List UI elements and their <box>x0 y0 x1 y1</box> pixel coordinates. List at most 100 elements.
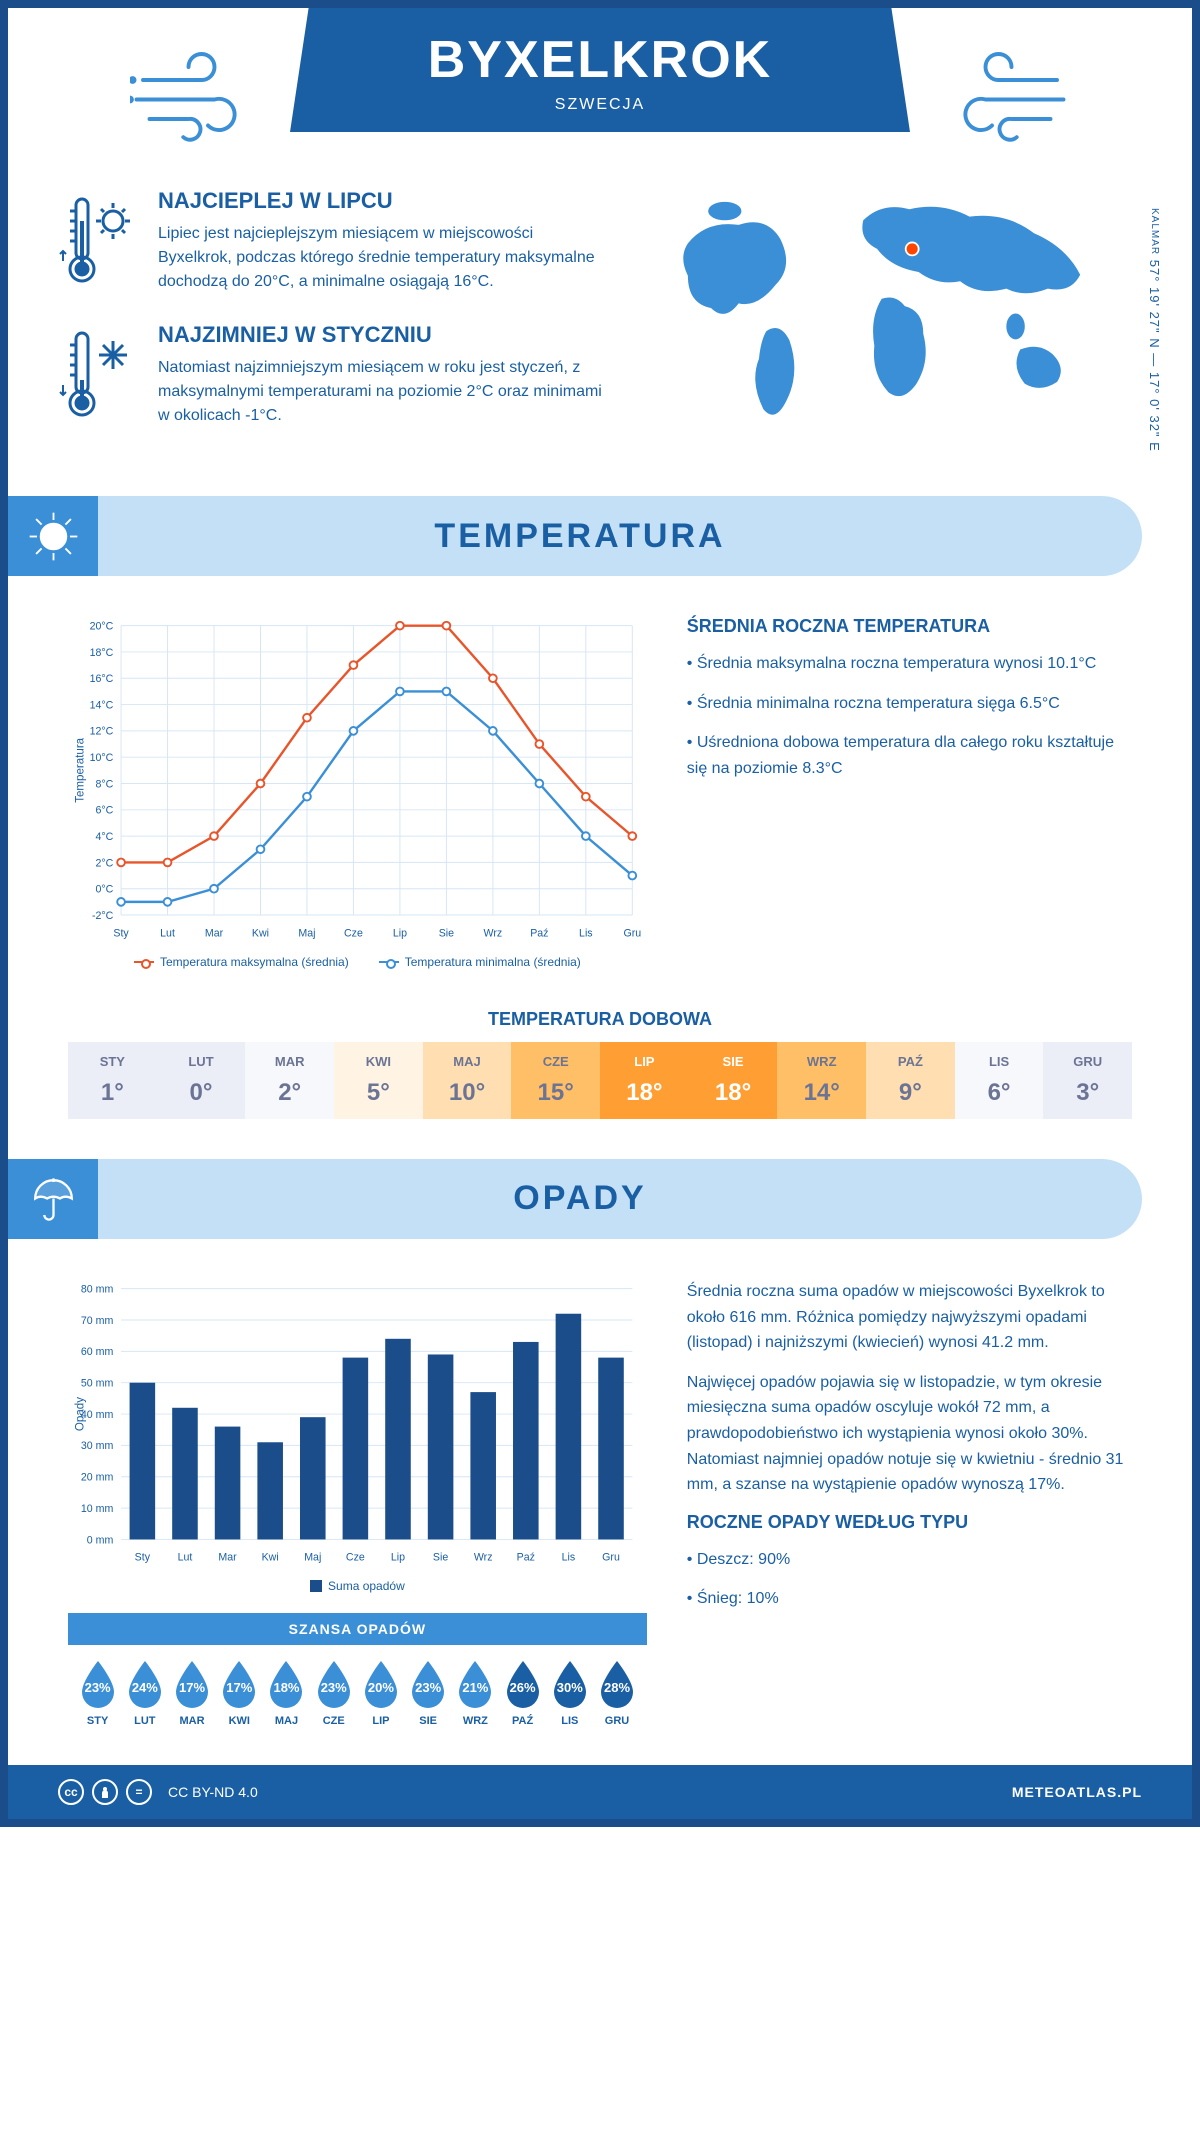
svg-text:80 mm: 80 mm <box>81 1283 114 1295</box>
world-map <box>640 188 1142 428</box>
wind-icon-left <box>130 38 260 148</box>
svg-text:Gru: Gru <box>623 927 641 939</box>
daily-month: MAJ <box>423 1054 512 1069</box>
daily-month: PAŹ <box>866 1054 955 1069</box>
cc-icon: cc <box>58 1779 84 1805</box>
daily-cell: STY1° <box>68 1042 157 1119</box>
daily-value: 5° <box>334 1079 423 1107</box>
daily-cell: PAŹ9° <box>866 1042 955 1119</box>
temperature-chart: -2°C0°C2°C4°C6°C8°C10°C12°C14°C16°C18°C2… <box>68 616 647 944</box>
precip-type-bullets: Deszcz: 90%Śnieg: 10% <box>687 1547 1132 1612</box>
svg-text:50 mm: 50 mm <box>81 1378 114 1390</box>
chance-row: 23%STY24%LUT17%MAR17%KWI18%MAJ23%CZE20%L… <box>68 1645 647 1735</box>
temperature-bullet: Średnia minimalna roczna temperatura się… <box>687 691 1132 717</box>
svg-text:Opady: Opady <box>74 1397 86 1431</box>
sun-icon <box>8 496 98 576</box>
svg-text:Sie: Sie <box>439 927 454 939</box>
legend-min: Temperatura minimalna (średnia) <box>379 955 581 969</box>
temperature-bullet: Uśredniona dobowa temperatura dla całego… <box>687 730 1132 781</box>
svg-text:14°C: 14°C <box>90 699 114 711</box>
chance-drop: 23%CZE <box>313 1659 355 1727</box>
chance-drop: 17%KWI <box>218 1659 260 1727</box>
svg-text:20 mm: 20 mm <box>81 1472 114 1484</box>
daily-cell: LUT0° <box>157 1042 246 1119</box>
svg-text:10°C: 10°C <box>90 752 114 764</box>
footer: cc = CC BY-ND 4.0 METEOATLAS.PL <box>8 1765 1192 1819</box>
temperature-legend: Temperatura maksymalna (średnia) Tempera… <box>68 955 647 969</box>
svg-text:Lis: Lis <box>579 927 593 939</box>
fact-cold-title: NAJZIMNIEJ W STYCZNIU <box>158 322 610 348</box>
svg-text:Maj: Maj <box>304 1552 321 1564</box>
thermometer-sun-icon <box>58 188 138 294</box>
location-country: SZWECJA <box>350 96 850 114</box>
location-title: BYXELKROK <box>350 30 850 90</box>
thermometer-snow-icon <box>58 322 138 428</box>
svg-text:0 mm: 0 mm <box>87 1534 114 1546</box>
daily-temp-title: TEMPERATURA DOBOWA <box>8 1009 1192 1030</box>
svg-text:Wrz: Wrz <box>484 927 503 939</box>
svg-text:Lut: Lut <box>178 1552 193 1564</box>
svg-text:Lis: Lis <box>562 1552 576 1564</box>
svg-text:Sty: Sty <box>135 1552 151 1564</box>
svg-text:4°C: 4°C <box>96 831 114 843</box>
daily-value: 2° <box>245 1079 334 1107</box>
legend-min-label: Temperatura minimalna (średnia) <box>405 955 581 969</box>
daily-month: SIE <box>689 1054 778 1069</box>
daily-value: 14° <box>777 1079 866 1107</box>
daily-cell: CZE15° <box>511 1042 600 1119</box>
svg-text:Mar: Mar <box>218 1552 237 1564</box>
precip-text-col: Średnia roczna suma opadów w miejscowośc… <box>687 1279 1132 1745</box>
title-ribbon: BYXELKROK SZWECJA <box>290 8 910 132</box>
legend-precip-label: Suma opadów <box>328 1579 405 1593</box>
svg-text:Mar: Mar <box>205 927 224 939</box>
svg-text:Paź: Paź <box>530 927 548 939</box>
svg-text:6°C: 6°C <box>96 805 114 817</box>
daily-value: 18° <box>600 1079 689 1107</box>
precip-legend: Suma opadów <box>68 1579 647 1593</box>
svg-text:2°C: 2°C <box>96 857 114 869</box>
daily-month: LIS <box>955 1054 1044 1069</box>
svg-text:20°C: 20°C <box>90 621 114 633</box>
daily-cell: LIP18° <box>600 1042 689 1119</box>
daily-cell: GRU3° <box>1043 1042 1132 1119</box>
svg-text:Lut: Lut <box>160 927 175 939</box>
daily-cell: KWI5° <box>334 1042 423 1119</box>
daily-value: 3° <box>1043 1079 1132 1107</box>
svg-text:Cze: Cze <box>346 1552 365 1564</box>
header: BYXELKROK SZWECJA <box>8 8 1192 148</box>
daily-month: CZE <box>511 1054 600 1069</box>
svg-text:60 mm: 60 mm <box>81 1346 114 1358</box>
svg-text:30 mm: 30 mm <box>81 1440 114 1452</box>
svg-text:Cze: Cze <box>344 927 363 939</box>
chance-drop: 24%LUT <box>124 1659 166 1727</box>
precip-type-bullet: Deszcz: 90% <box>687 1547 1132 1573</box>
coordinates: KALMAR 57° 19' 27" N — 17° 0' 32" E <box>1147 208 1162 452</box>
daily-month: STY <box>68 1054 157 1069</box>
daily-temp-table: STY1°LUT0°MAR2°KWI5°MAJ10°CZE15°LIP18°SI… <box>68 1042 1132 1119</box>
page: BYXELKROK SZWECJA <box>0 0 1200 1827</box>
chance-drop: 21%WRZ <box>454 1659 496 1727</box>
chance-drop: 17%MAR <box>171 1659 213 1727</box>
chance-box: SZANSA OPADÓW 23%STY24%LUT17%MAR17%KWI18… <box>68 1613 647 1735</box>
coords-value: 57° 19' 27" N — 17° 0' 32" E <box>1147 260 1162 452</box>
fact-hot: NAJCIEPLEJ W LIPCU Lipiec jest najcieple… <box>58 188 610 294</box>
daily-value: 0° <box>157 1079 246 1107</box>
temperature-header: TEMPERATURA <box>8 496 1142 576</box>
temperature-bullet: Średnia maksymalna roczna temperatura wy… <box>687 651 1132 677</box>
svg-text:Temperatura: Temperatura <box>74 737 86 802</box>
legend-precip: Suma opadów <box>310 1579 405 1593</box>
daily-cell: LIS6° <box>955 1042 1044 1119</box>
legend-max: Temperatura maksymalna (średnia) <box>134 955 349 969</box>
daily-month: WRZ <box>777 1054 866 1069</box>
svg-text:Kwi: Kwi <box>262 1552 279 1564</box>
map-column: KALMAR 57° 19' 27" N — 17° 0' 32" E <box>640 188 1142 456</box>
svg-text:Sie: Sie <box>433 1552 448 1564</box>
svg-text:0°C: 0°C <box>96 884 114 896</box>
region-label: KALMAR <box>1149 208 1160 255</box>
license-block: cc = CC BY-ND 4.0 <box>58 1779 258 1805</box>
precip-chart: 0 mm10 mm20 mm30 mm40 mm50 mm60 mm70 mm8… <box>68 1279 647 1568</box>
fact-cold-text: Natomiast najzimniejszym miesiącem w rok… <box>158 356 610 428</box>
precip-title: OPADY <box>98 1179 1142 1218</box>
temperature-bullets: Średnia maksymalna roczna temperatura wy… <box>687 651 1132 781</box>
fact-cold: NAJZIMNIEJ W STYCZNIU Natomiast najzimni… <box>58 322 610 428</box>
